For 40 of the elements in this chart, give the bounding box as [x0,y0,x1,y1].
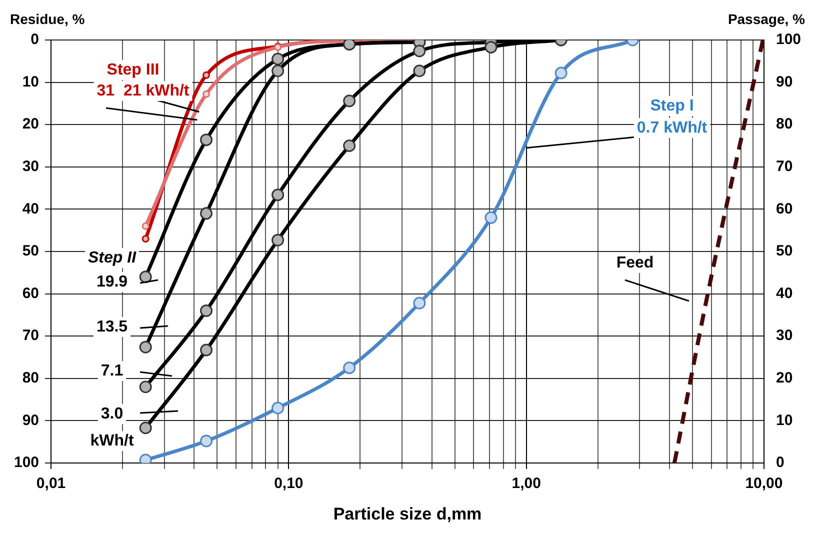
y2-tick-label: 50 [776,242,793,260]
x-tick-label: 0,01 [36,475,66,492]
y-tick-label: 80 [22,370,40,387]
legend-label: 3.0 [100,405,124,422]
legend-label: 7.1 [100,362,124,380]
y2-tick-label: 20 [776,370,793,387]
annotation: 31 21 kWh/t [96,82,190,100]
y-tick-label: 50 [22,242,40,260]
x-tick-label: 0,10 [274,475,304,492]
y-tick-label: 30 [22,158,40,176]
y2-axis-title: Passage, % [728,10,806,27]
y2-tick-label: 40 [776,284,793,302]
annotation: 0.7 kWh/t [636,119,708,136]
y-tick-label: 60 [22,284,40,302]
legend-label: 19.9 [96,273,128,290]
y-tick-label: 10 [22,73,40,90]
y-tick-label: 90 [22,412,40,429]
annotation: Step I [650,97,694,114]
y-tick-label: 100 [14,454,40,472]
y-tick-label: 0 [30,31,40,48]
y2-tick-label: 30 [776,327,793,344]
y2-tick-label: 90 [776,73,793,90]
y2-tick-label: 10 [776,412,793,429]
x-axis-title: Particle size d,mm [333,504,482,524]
x-tick-label: 1,00 [512,475,541,492]
legend-label: 13.5 [96,318,128,336]
y-axis-title: Residue, % [10,10,86,27]
text: Feed [616,254,654,272]
y2-tick-label: 60 [776,200,793,218]
y2-tick-label: 100 [776,31,802,48]
x-tick-label: 10,00 [745,475,783,492]
annotation: Step III [106,61,160,78]
y2-tick-label: 70 [776,158,793,176]
y2-tick-label: 0 [776,454,784,472]
annotation: kWh/t [90,432,134,450]
y2-tick-label: 80 [776,116,793,133]
annotation: Step II [88,249,137,266]
y-tick-label: 20 [22,116,40,133]
y-tick-label: 70 [22,327,40,344]
y-tick-label: 40 [22,200,40,218]
